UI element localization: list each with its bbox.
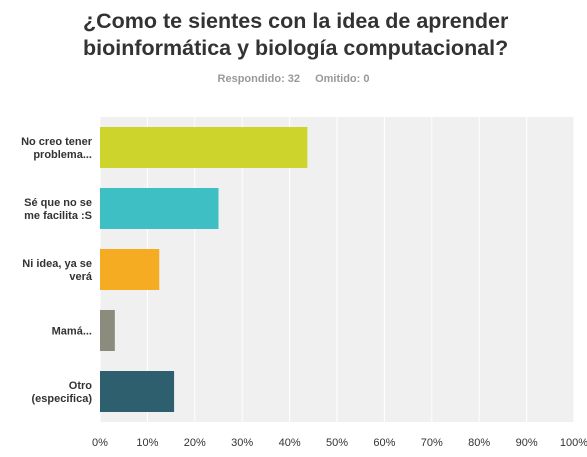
skipped-count: Omitido: 0: [315, 73, 370, 85]
x-tick-label-7: 70%: [421, 437, 443, 449]
category-label-3: Mamá...: [52, 326, 92, 338]
x-tick-label-6: 60%: [373, 437, 395, 449]
category-label-4: Otro (especifica): [31, 380, 92, 405]
x-tick-label-5: 50%: [326, 437, 348, 449]
category-label-4-line-1: (especifica): [31, 393, 92, 405]
category-label-3-line-0: Mamá...: [52, 326, 92, 338]
bar-2: [100, 249, 160, 290]
x-tick-label-9: 90%: [516, 437, 538, 449]
x-tick-label-3: 30%: [231, 437, 253, 449]
category-label-0: No creo tener problema...: [21, 136, 93, 161]
x-tick-label-10: 100%: [560, 437, 587, 449]
category-label-1: Sé que no se me facilita :S: [24, 197, 92, 222]
bar-3: [100, 310, 115, 351]
x-tick-label-2: 20%: [184, 437, 206, 449]
category-label-0-line-0: No creo tener: [21, 136, 93, 148]
x-tick-label-8: 80%: [468, 437, 490, 449]
category-label-1-line-0: Sé que no se: [24, 197, 92, 209]
question-title-line-1: ¿Como te sientes con la idea de aprender: [83, 9, 509, 33]
category-label-4-line-0: Otro: [69, 380, 93, 392]
category-label-0-line-1: problema...: [33, 149, 92, 161]
response-stats: Respondido: 32 Omitido: 0: [0, 73, 587, 85]
bar-1: [100, 188, 219, 229]
bar-0: [100, 127, 308, 168]
x-tick-label-1: 10%: [136, 437, 158, 449]
category-label-2: Ni idea, ya se verá: [22, 258, 93, 283]
x-tick-label-4: 40%: [279, 437, 301, 449]
x-tick-label-0: 0%: [92, 437, 108, 449]
category-label-2-line-1: verá: [69, 271, 93, 283]
category-label-2-line-0: Ni idea, ya se: [22, 258, 92, 270]
category-label-1-line-1: me facilita :S: [24, 210, 92, 222]
answered-count: Respondido: 32: [217, 73, 301, 85]
bar-4: [100, 371, 175, 412]
question-title: ¿Como te sientes con la idea de aprender…: [83, 8, 573, 62]
question-title-line-2: bioinformática y biología computacional?: [83, 36, 509, 60]
